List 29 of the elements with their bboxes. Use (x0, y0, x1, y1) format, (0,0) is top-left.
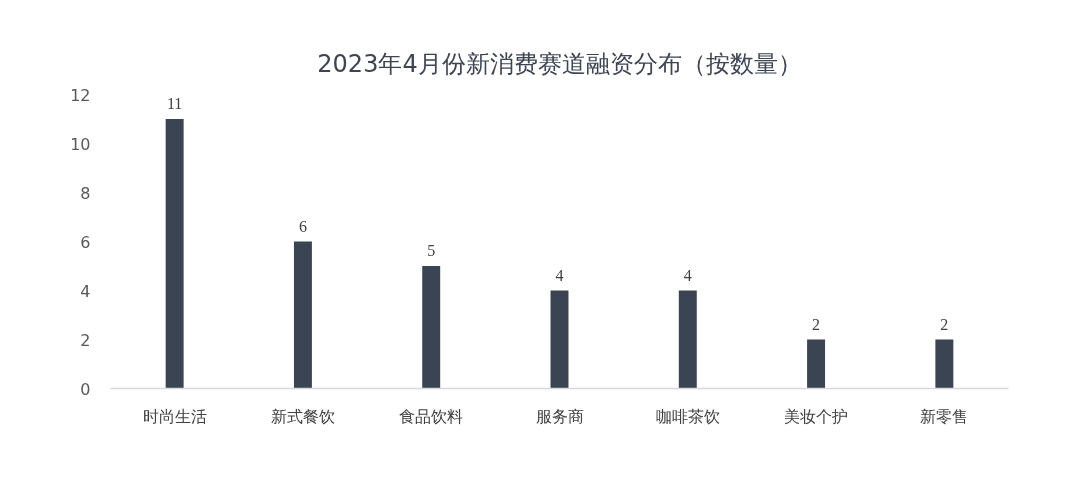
x-tick-label: 时尚生活 (142, 406, 207, 426)
data-label: 4 (555, 266, 564, 284)
y-tick-label: 10 (70, 134, 91, 154)
data-label: 4 (683, 266, 692, 284)
bar (935, 339, 954, 389)
bar (293, 241, 312, 389)
y-tick-label: 4 (80, 281, 91, 301)
x-tick-label: 食品饮料 (399, 406, 464, 426)
bar (165, 119, 184, 389)
data-label: 2 (940, 315, 949, 333)
y-tick-label: 6 (80, 232, 91, 252)
chart-title: 2023年4月份新消费赛道融资分布（按数量） (317, 49, 802, 78)
y-tick-label: 12 (70, 85, 91, 105)
y-tick-label: 0 (80, 379, 91, 399)
x-tick-label: 新零售 (920, 406, 969, 426)
y-tick-label: 8 (80, 183, 91, 203)
data-label: 6 (298, 217, 307, 235)
data-label: 5 (427, 242, 436, 259)
x-tick-label: 新式餐饮 (270, 406, 335, 426)
data-label: 11 (166, 95, 183, 112)
data-label: 2 (812, 315, 821, 333)
bar (422, 266, 441, 389)
x-tick-label: 服务商 (535, 406, 584, 426)
bar (550, 290, 569, 389)
bar (807, 339, 826, 389)
y-tick-label: 2 (80, 330, 91, 350)
x-tick-label: 咖啡茶饮 (655, 406, 720, 426)
bar (678, 290, 697, 389)
x-tick-label: 美妆个护 (784, 406, 849, 426)
